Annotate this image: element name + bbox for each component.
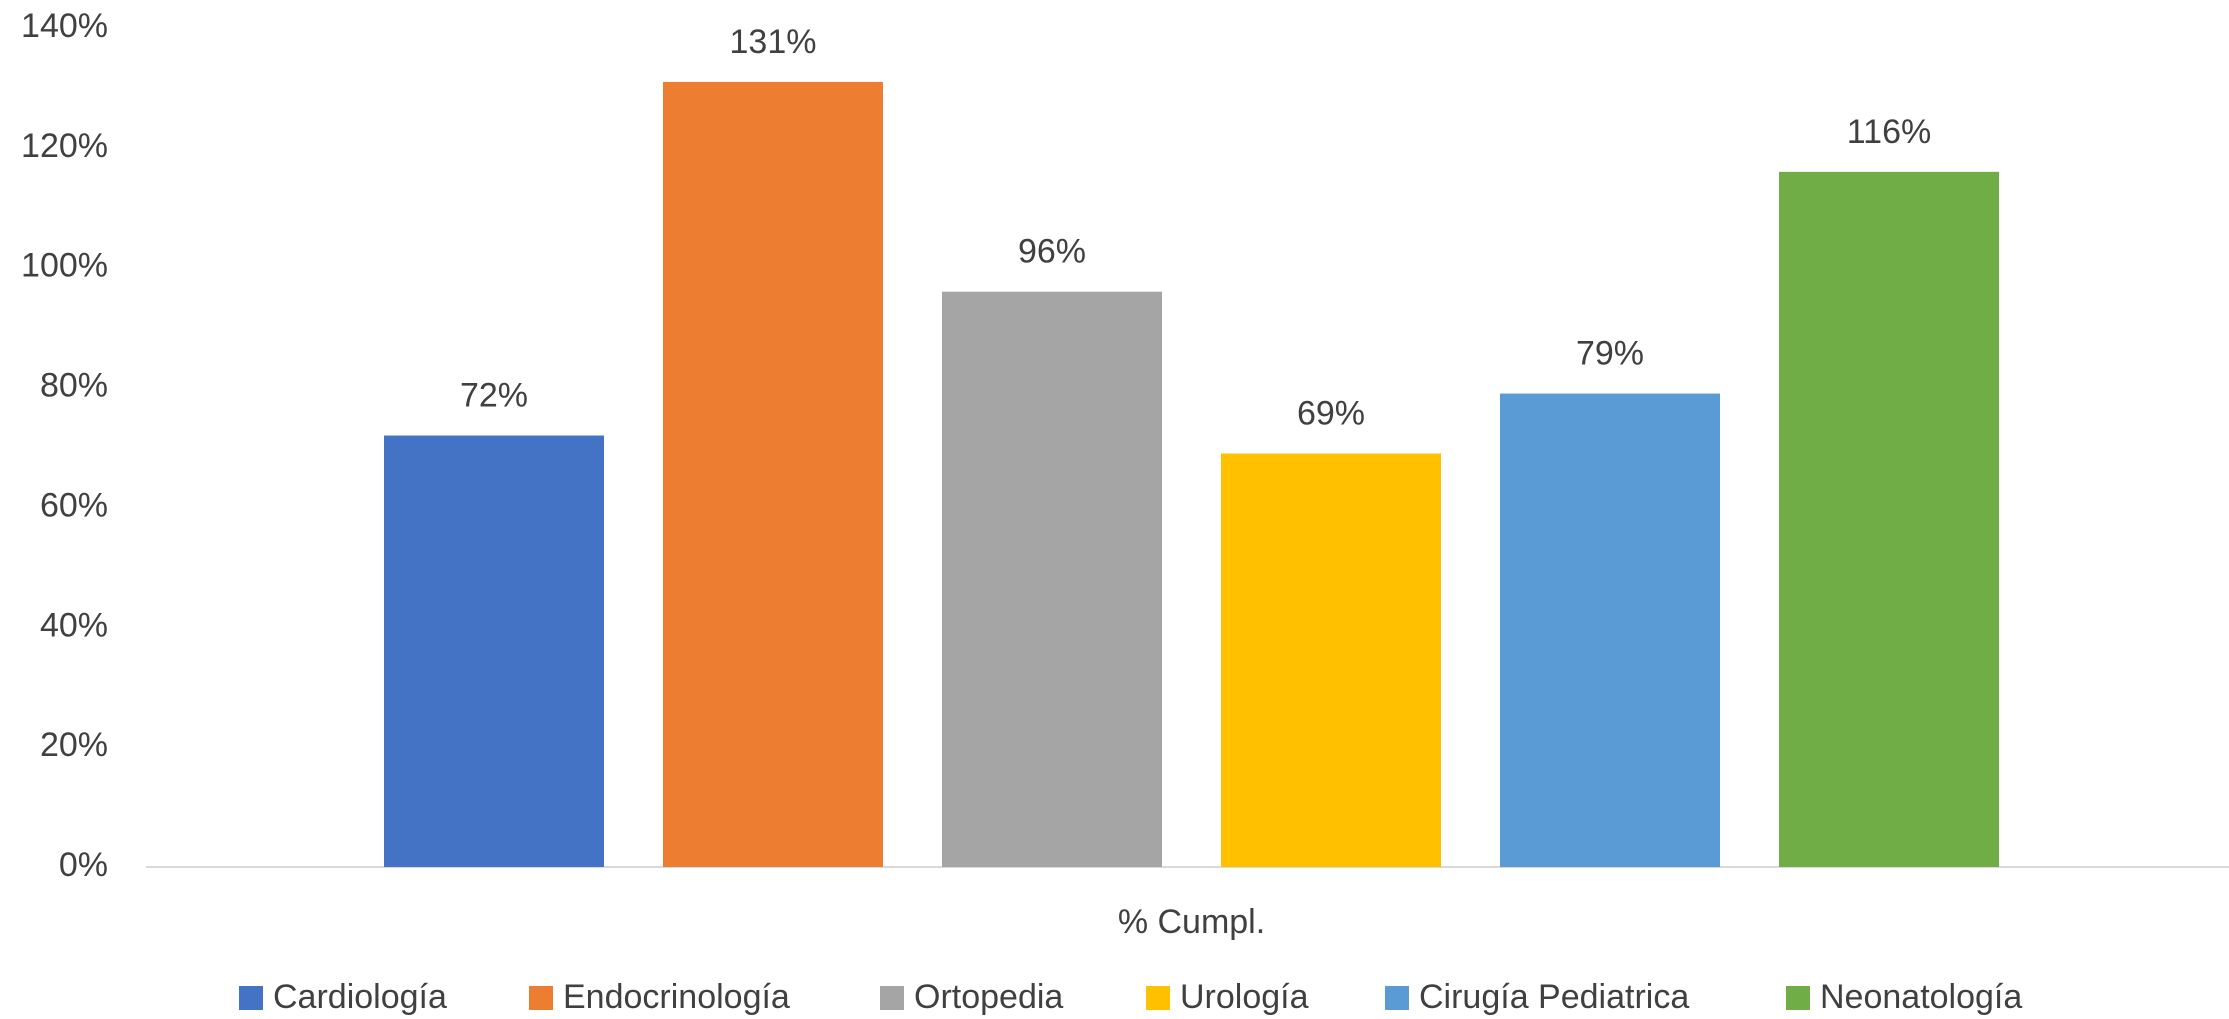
legend-swatch	[1385, 986, 1409, 1010]
legend-label: Endocrinología	[563, 978, 790, 1016]
data-label: 96%	[1018, 233, 1086, 271]
legend-label: Neonatología	[1820, 978, 2022, 1016]
bar	[942, 291, 1162, 868]
bar	[663, 81, 883, 867]
y-tick-label: 0%	[59, 846, 108, 884]
y-tick-label: 60%	[40, 486, 108, 524]
data-label: 69%	[1297, 394, 1365, 432]
y-tick-label: 80%	[40, 367, 108, 405]
legend-label: Cirugía Pediatrica	[1419, 978, 1689, 1016]
bar	[384, 435, 604, 867]
legend-swatch	[1146, 986, 1170, 1010]
data-label: 72%	[460, 376, 528, 414]
legend-label: Urología	[1180, 978, 1309, 1016]
bar	[1500, 393, 1720, 867]
y-tick-label: 40%	[40, 606, 108, 644]
legend-swatch	[1786, 986, 1810, 1010]
legend-label: Cardiología	[273, 978, 447, 1016]
data-label: 79%	[1576, 335, 1644, 373]
legend-swatch	[529, 986, 553, 1010]
data-label: 131%	[730, 23, 817, 61]
bar	[1779, 171, 1999, 868]
bar	[1221, 453, 1441, 867]
y-tick-label: 120%	[21, 127, 108, 165]
y-tick-label: 20%	[40, 726, 108, 764]
legend-swatch	[880, 986, 904, 1010]
data-label: 116%	[1847, 113, 1931, 151]
legend-swatch	[239, 986, 263, 1010]
legend-label: Ortopedia	[914, 978, 1063, 1016]
x-tick-label: % Cumpl.	[1118, 903, 1265, 941]
y-tick-label: 100%	[21, 247, 108, 285]
y-tick-label: 140%	[21, 7, 108, 45]
